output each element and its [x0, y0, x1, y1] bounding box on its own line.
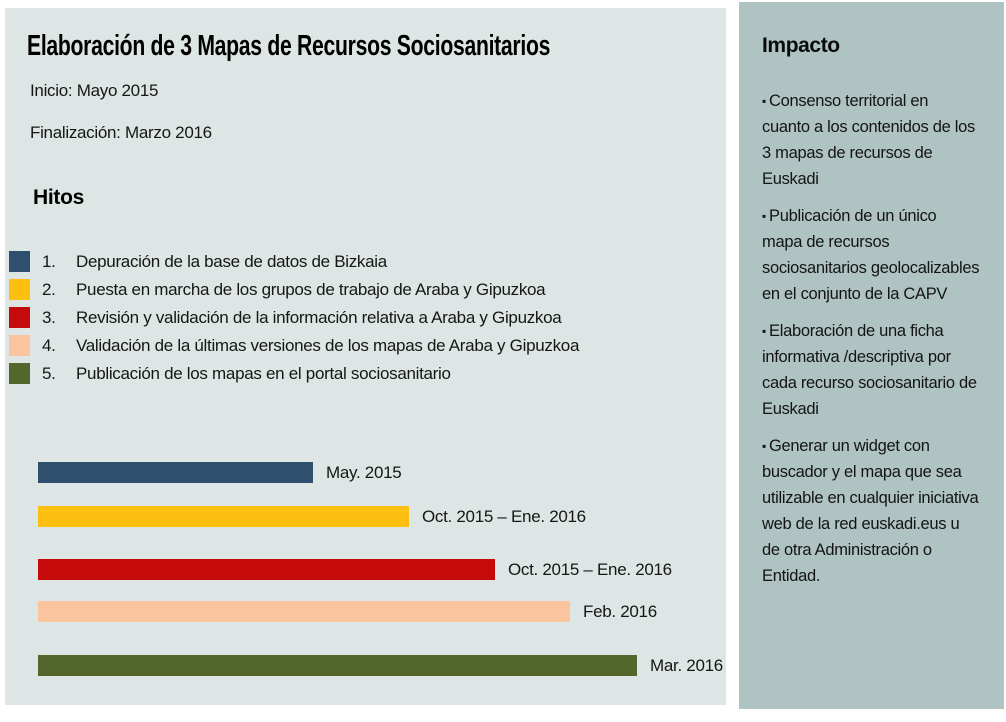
gantt-bar	[38, 655, 637, 676]
milestone-item-3: 3. Revisión y validación de la informació…	[9, 307, 709, 328]
impact-bullet-4: ▪ Generar un widget con buscador y el ma…	[762, 437, 979, 585]
gantt-bar	[38, 559, 495, 580]
impact-bullet-3: ▪ Elaboración de una ficha informativa /…	[762, 322, 977, 418]
gantt-row-3: Oct. 2015 – Ene. 2016	[38, 559, 672, 580]
milestone-number: 2.	[42, 279, 56, 299]
milestone-number: 1.	[42, 251, 56, 271]
gantt-row-4: Feb. 2016	[38, 601, 657, 622]
gantt-bar-date-label: Mar. 2016	[650, 655, 723, 675]
milestone-label: Revisión y validación de la información …	[76, 307, 562, 327]
project-panel: Elaboración de 3 Mapas de Recursos Socio…	[5, 8, 726, 705]
gantt-bar	[38, 462, 313, 483]
milestone-color-swatch	[9, 335, 30, 356]
gantt-bar-date-label: May. 2015	[326, 462, 402, 482]
impact-bullet-list: ▪ Consenso territorial en cuanto a los c…	[762, 88, 980, 600]
milestone-item-2: 2. Puesta en marcha de los grupos de trab…	[9, 279, 709, 300]
impact-bullet-2: ▪ Publicación de un único mapa de recurs…	[762, 207, 980, 303]
gantt-row-5: Mar. 2016	[38, 655, 723, 676]
milestones-legend: 1. Depuración de la base de datos de Bizk…	[9, 251, 709, 391]
gantt-bar-date-label: Feb. 2016	[583, 601, 657, 621]
milestone-item-1: 1. Depuración de la base de datos de Bizk…	[9, 251, 709, 272]
end-date-text: Finalización: Marzo 2016	[30, 123, 212, 142]
start-date-text: Inicio: Mayo 2015	[30, 81, 159, 100]
milestones-heading: Hitos	[33, 186, 85, 209]
bullet-square-icon: ▪	[762, 439, 769, 453]
milestone-label: Depuración de la base de datos de Bizkai…	[76, 251, 387, 271]
milestone-color-swatch	[9, 279, 30, 300]
gantt-row-1: May. 2015	[38, 462, 402, 483]
bullet-square-icon: ▪	[762, 324, 769, 338]
milestone-label: Validación de la últimas versiones de lo…	[76, 335, 580, 355]
milestone-number: 3.	[42, 307, 56, 327]
milestone-color-swatch	[9, 251, 30, 272]
page-title: Elaboración de 3 Mapas de Recursos Socio…	[27, 30, 551, 62]
milestone-label: Puesta en marcha de los grupos de trabaj…	[76, 279, 546, 299]
bullet-square-icon: ▪	[762, 94, 769, 108]
impact-heading: Impacto	[762, 34, 840, 57]
gantt-bar	[38, 506, 409, 527]
gantt-chart: May. 2015 Oct. 2015 – Ene. 2016 Oct. 2015 …	[38, 462, 726, 705]
impact-panel: Impacto ▪ Consenso territorial en cuanto…	[739, 2, 1004, 709]
gantt-bar	[38, 601, 570, 622]
milestone-number: 5.	[42, 363, 56, 383]
impact-bullet-1: ▪ Consenso territorial en cuanto a los c…	[762, 92, 975, 188]
milestone-color-swatch	[9, 307, 30, 328]
milestone-item-4: 4. Validación de la últimas versiones de …	[9, 335, 709, 356]
milestone-number: 4.	[42, 335, 56, 355]
bullet-square-icon: ▪	[762, 209, 769, 223]
gantt-bar-date-label: Oct. 2015 – Ene. 2016	[422, 506, 586, 526]
milestone-label: Publicación de los mapas en el portal so…	[76, 363, 451, 383]
gantt-row-2: Oct. 2015 – Ene. 2016	[38, 506, 586, 527]
milestone-color-swatch	[9, 363, 30, 384]
gantt-bar-date-label: Oct. 2015 – Ene. 2016	[508, 559, 672, 579]
milestone-item-5: 5. Publicación de los mapas en el portal …	[9, 363, 709, 384]
